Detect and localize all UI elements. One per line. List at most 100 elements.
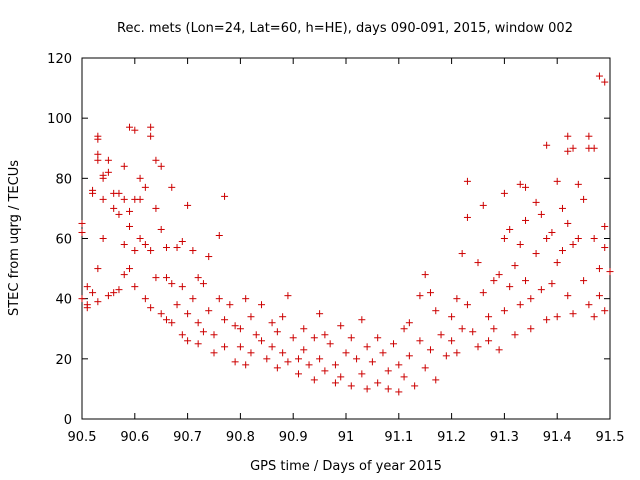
x-tick-label: 90.6: [120, 430, 149, 445]
data-point: [147, 132, 155, 140]
data-point: [289, 334, 297, 342]
data-point: [94, 265, 102, 273]
data-point: [474, 259, 482, 267]
data-point: [363, 385, 371, 393]
x-axis: 90.5 90.6 90.7 90.8 90.9 91 91.1 91.2 91.3 91.4 91…: [68, 58, 625, 445]
data-point: [162, 274, 170, 282]
data-point: [162, 316, 170, 324]
data-point: [416, 292, 424, 300]
data-point: [595, 265, 603, 273]
data-point: [511, 262, 519, 270]
data-point: [558, 204, 566, 212]
data-point: [405, 352, 413, 360]
data-point: [89, 189, 97, 197]
data-point: [595, 72, 603, 80]
data-point: [247, 313, 255, 321]
data-point: [194, 274, 202, 282]
data-point: [580, 195, 588, 203]
data-point: [126, 123, 134, 131]
data-point: [168, 319, 176, 327]
data-point: [416, 337, 424, 345]
x-tick-label: 91.5: [596, 430, 625, 445]
data-point: [157, 310, 165, 318]
data-point: [173, 244, 181, 252]
data-point: [136, 195, 144, 203]
data-point: [421, 364, 429, 372]
data-point: [110, 204, 118, 212]
data-point: [152, 204, 160, 212]
y-tick-label: 20: [55, 353, 72, 368]
data-point: [390, 340, 398, 348]
data-point: [522, 216, 530, 224]
data-point: [453, 295, 461, 303]
data-point: [221, 343, 229, 351]
data-point: [469, 328, 477, 336]
data-point: [189, 247, 197, 255]
data-point: [358, 316, 366, 324]
data-point: [321, 367, 329, 375]
data-point: [374, 379, 382, 387]
y-axis-label: STEC from uqrg / TECUs: [7, 160, 22, 316]
data-point: [147, 123, 155, 131]
y-tick-label: 80: [55, 172, 72, 187]
data-point: [89, 289, 97, 297]
data-point: [221, 316, 229, 324]
data-point: [136, 174, 144, 182]
data-point: [294, 370, 302, 378]
data-point: [263, 355, 271, 363]
data-point: [321, 331, 329, 339]
data-point: [136, 235, 144, 242]
data-point: [358, 370, 366, 378]
data-point: [495, 271, 503, 279]
data-point: [580, 277, 588, 285]
data-point: [527, 325, 535, 333]
data-point: [215, 295, 223, 303]
data-point: [99, 235, 107, 242]
data-point: [199, 328, 207, 336]
data-point: [268, 319, 276, 327]
data-point: [337, 322, 345, 330]
data-point: [184, 310, 192, 318]
data-point: [131, 126, 139, 134]
data-point: [126, 265, 134, 273]
data-point: [537, 286, 545, 294]
data-point: [120, 195, 128, 203]
data-point: [495, 346, 503, 354]
data-point: [453, 349, 461, 357]
data-point: [448, 313, 456, 321]
data-point: [347, 334, 355, 342]
data-point: [173, 301, 181, 309]
x-tick-label: 90.7: [173, 430, 202, 445]
data-point: [384, 385, 392, 393]
data-point: [506, 283, 514, 291]
data-point: [194, 319, 202, 327]
data-point: [532, 198, 540, 206]
data-point: [310, 376, 318, 384]
data-point: [99, 174, 107, 182]
data-point: [162, 244, 170, 252]
data-point: [99, 195, 107, 203]
data-point: [516, 241, 524, 249]
data-point: [252, 331, 260, 339]
data-point: [316, 355, 324, 363]
data-point: [131, 283, 139, 291]
data-point: [437, 331, 445, 339]
data-point: [258, 301, 266, 309]
data-point: [532, 250, 540, 258]
data-point: [569, 241, 577, 249]
data-point: [94, 156, 102, 164]
data-point: [78, 219, 86, 227]
data-point: [590, 235, 598, 242]
data-point: [511, 331, 519, 339]
data-point: [284, 292, 292, 300]
data-point: [152, 274, 160, 282]
data-point: [147, 247, 155, 255]
data-point: [500, 307, 508, 315]
data-point: [601, 307, 609, 315]
data-point: [590, 313, 598, 321]
data-point: [115, 286, 123, 294]
data-point: [310, 334, 318, 342]
data-point: [543, 141, 551, 149]
x-tick-label: 91.4: [543, 430, 572, 445]
data-point: [463, 177, 471, 185]
